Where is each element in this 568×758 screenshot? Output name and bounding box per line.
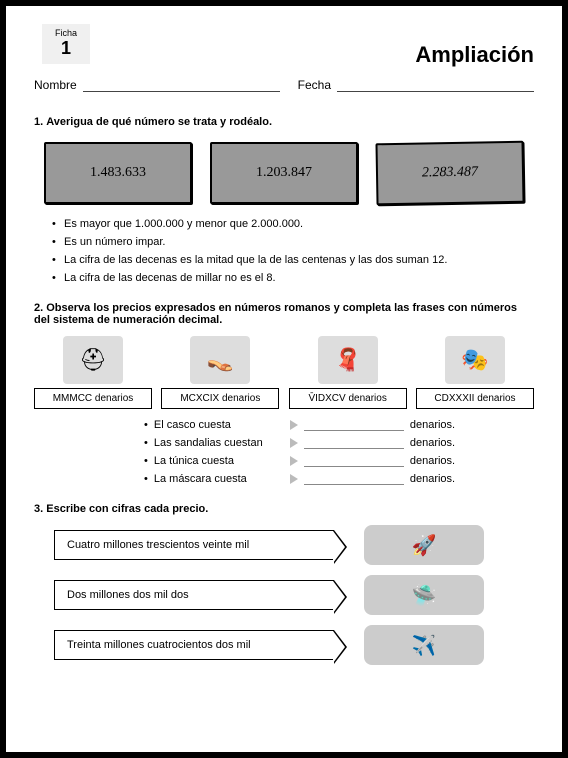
q1-number: 1. — [34, 116, 43, 128]
fecha-input-line[interactable] — [337, 78, 534, 92]
rocket-icon: 🚀 — [364, 525, 484, 565]
fill-text: El casco cuesta — [154, 419, 284, 431]
roman-price: CDXXXII denarios — [416, 388, 534, 409]
clue-item: Es mayor que 1.000.000 y menor que 2.000… — [52, 218, 534, 230]
ficha-tab: Ficha 1 — [42, 24, 90, 64]
fill-blank[interactable] — [304, 438, 404, 449]
arrow-icon — [290, 456, 298, 466]
tunic-icon: 🧣 — [318, 336, 378, 384]
mask-icon: 🎭 — [445, 336, 505, 384]
roman-price: V̄IDXCV denarios — [289, 388, 407, 409]
fill-unit: denarios. — [410, 473, 455, 485]
fill-unit: denarios. — [410, 437, 455, 449]
price-box: Cuatro millones trescientos veinte mil — [54, 530, 334, 560]
price-box: Treinta millones cuatrocientos dos mil — [54, 630, 334, 660]
price-row: Cuatro millones trescientos veinte mil 🚀 — [54, 525, 534, 565]
q1-number-boxes: 1.483.633 1.203.847 2.283.487 — [44, 142, 524, 204]
arrow-icon — [290, 474, 298, 484]
fill-unit: denarios. — [410, 455, 455, 467]
fill-text: La máscara cuesta — [154, 473, 284, 485]
fill-blank[interactable] — [304, 420, 404, 431]
roman-item: 🎭 CDXXXII denarios — [416, 336, 534, 409]
fill-blank[interactable] — [304, 456, 404, 467]
q3-text: Escribe con cifras cada precio. — [46, 503, 208, 515]
q1-text: Averigua de qué número se trata y rodéal… — [46, 116, 272, 128]
fill-text: Las sandalias cuestan — [154, 437, 284, 449]
q3-number: 3. — [34, 503, 43, 515]
nombre-input-line[interactable] — [83, 78, 280, 92]
q1-clues: Es mayor que 1.000.000 y menor que 2.000… — [52, 218, 534, 284]
ufo-icon: 🛸 — [364, 575, 484, 615]
question-2: 2. Observa los precios expresados en núm… — [34, 302, 534, 485]
fill-line: • El casco cuesta denarios. — [144, 419, 534, 431]
number-box[interactable]: 1.483.633 — [44, 142, 192, 204]
q2-roman-items: ⛑ MMMCC denarios 👡 MCXCIX denarios 🧣 V̄I… — [34, 336, 534, 409]
number-box[interactable]: 2.283.487 — [375, 141, 524, 206]
q2-fill-lines: • El casco cuesta denarios. • Las sandal… — [144, 419, 534, 485]
sandals-icon: 👡 — [190, 336, 250, 384]
nombre-label: Nombre — [34, 78, 77, 92]
clue-item: Es un número impar. — [52, 236, 534, 248]
price-box: Dos millones dos mil dos — [54, 580, 334, 610]
helmet-icon: ⛑ — [63, 336, 123, 384]
fill-line: • La túnica cuesta denarios. — [144, 455, 534, 467]
ficha-number: 1 — [42, 38, 90, 59]
roman-price: MMMCC denarios — [34, 388, 152, 409]
number-box[interactable]: 1.203.847 — [210, 142, 358, 204]
roman-item: 🧣 V̄IDXCV denarios — [289, 336, 407, 409]
question-1: 1. Averigua de qué número se trata y rod… — [34, 116, 534, 284]
page-title: Ampliación — [415, 42, 534, 68]
price-row: Treinta millones cuatrocientos dos mil ✈… — [54, 625, 534, 665]
q2-number: 2. — [34, 302, 43, 314]
question-3: 3. Escribe con cifras cada precio. Cuatr… — [34, 503, 534, 665]
q2-text: Observa los precios expresados en número… — [34, 302, 517, 326]
clue-item: La cifra de las decenas de millar no es … — [52, 272, 534, 284]
fill-blank[interactable] — [304, 474, 404, 485]
arrow-icon — [290, 420, 298, 430]
shuttle-icon: ✈️ — [364, 625, 484, 665]
price-row: Dos millones dos mil dos 🛸 — [54, 575, 534, 615]
arrow-icon — [290, 438, 298, 448]
fill-line: • Las sandalias cuestan denarios. — [144, 437, 534, 449]
ficha-label: Ficha — [55, 28, 77, 38]
fill-text: La túnica cuesta — [154, 455, 284, 467]
name-date-row: Nombre Fecha — [34, 78, 534, 92]
fill-unit: denarios. — [410, 419, 455, 431]
fill-line: • La máscara cuesta denarios. — [144, 473, 534, 485]
roman-price: MCXCIX denarios — [161, 388, 279, 409]
roman-item: ⛑ MMMCC denarios — [34, 336, 152, 409]
clue-item: La cifra de las decenas es la mitad que … — [52, 254, 534, 266]
roman-item: 👡 MCXCIX denarios — [161, 336, 279, 409]
fecha-label: Fecha — [298, 78, 331, 92]
